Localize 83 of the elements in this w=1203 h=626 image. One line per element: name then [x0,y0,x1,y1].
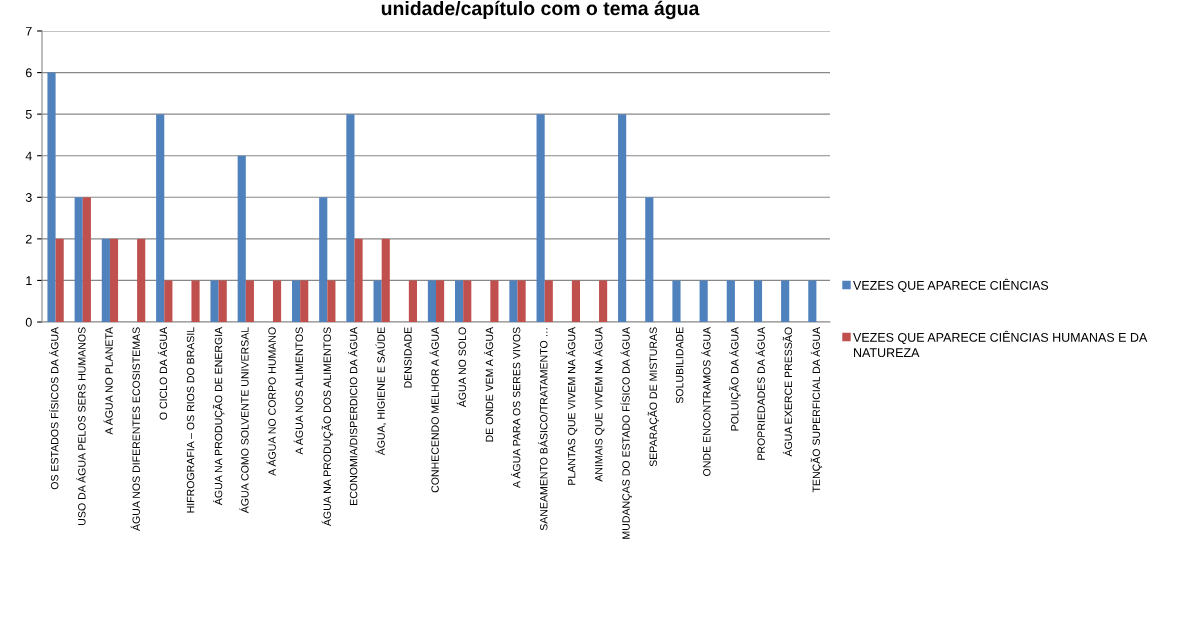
x-tick-label: O CICLO DA ÁGUA [157,326,168,420]
x-tick-label: ÁGUA NO SOLO [456,327,467,408]
x-tick-label: A ÁGUA PARA OS SERES VIVOS [511,327,521,488]
bar [672,280,681,322]
bar [490,280,499,322]
y-tick-label: 5 [25,110,32,119]
bar [74,197,83,322]
bar [381,238,390,322]
bar [544,280,553,322]
bar [436,280,445,322]
bar [463,280,472,322]
bar [618,114,627,322]
legend-label: VEZES QUE APARECE CIÊNCIAS HUMANAS E DA NATUREZA [853,330,1148,358]
x-tick-label: PROPRIEDADES DA ÁGUA [755,326,765,460]
bar [726,280,735,322]
x-tick-label: ÁGUA COMO SOLVENTE UNIVERSAL [239,327,249,514]
x-tick-label: ÁGUA EXERCE PRESSÃO [782,327,793,457]
x-tick-label: OS ESTADOS FÍSICOS DA ÁGUA [49,326,59,490]
x-tick-label: ECONOMIA/DISPERDICIO DA ÁGUA [348,326,358,505]
y-tick-label: 6 [25,68,32,78]
x-tick-label: ÁGUA, HIGIENE E SAÚDE [375,327,387,456]
x-tick-label: HIFROGRAFIA – OS RIOS DO BRASIL [186,327,195,513]
x-tick-label: SOLUBILIDADE [675,327,684,404]
x-tick-label: ANIMAIS QUE VIVEM NA ÁGUA [593,326,605,482]
bar [101,238,110,322]
y-tick-label: 7 [25,26,32,36]
bar [82,197,91,322]
bar [427,280,436,322]
bar [354,238,363,322]
x-tick-label: ÁGUA NOS DIFERENTES ECOSISTEMAS [130,327,140,531]
chart-title: unidade/capítulo com o tema água [381,0,700,20]
bar [781,280,790,322]
x-tick-label: CONHECENDO MELHOR A ÁGUA [429,326,439,493]
bar [408,280,417,322]
x-tick-label: A ÁGUA NO CORPO HUMANO [266,327,276,476]
x-tick-label: DENSIDADE [404,327,412,388]
bar [137,238,146,322]
bar [536,114,545,322]
bar [47,72,56,322]
bar [645,197,654,322]
bar [509,280,518,322]
x-tick-label: PLANTAS QUE VIVEM NA ÁGUA [566,326,578,485]
bar [571,280,581,322]
y-tick-label: 0 [25,317,32,327]
bar [237,155,246,322]
x-tick-label: POLUIÇÃO DA ÁGUA [729,326,741,431]
bar [191,280,200,322]
x-tick-label: A ÁGUA NOS ALIMENTOS [293,327,303,455]
y-tick-label: 2 [25,234,32,244]
y-tick-label: 3 [25,193,32,202]
x-tick-label: MUDANÇAS DO ESTADO FÍSICO DA ÁGUA [620,326,632,539]
bar [327,280,336,322]
bar [699,280,708,322]
bar [300,280,309,322]
bar [808,280,817,322]
x-tick-label: DE ONDE VEM A ÁGUA [483,326,494,442]
x-tick-label: A ÁGUA NO PLANETA [103,326,113,435]
bar [319,197,328,322]
x-tick-label: ÁGUA NA PRODUÇÃO DOS ALIMENTOS [321,327,334,527]
bar [599,280,608,322]
x-tick-label: USO DA ÁGUA PELOS SERS HUMANOS [76,327,86,525]
bar [517,280,526,322]
bar [210,280,219,322]
bar [218,280,227,322]
bar [346,114,355,322]
legend-label: VEZES QUE APARECE CIÊNCIAS [853,278,1049,293]
bar [156,114,165,322]
y-tick-label: 1 [26,276,32,285]
x-tick-label: ONDE ENCONTRAMOS ÁGUA [701,326,711,476]
x-tick-label: SANEAMENTO BÁSICO/TRATAMENTO … [538,328,548,531]
bar [753,280,763,322]
y-tick-label: 4 [25,151,32,161]
bar [164,280,173,322]
x-tick-label: ÁGUA NA PRODUÇÃO DE ENERGIA [212,326,225,506]
bar [55,238,64,322]
bar [245,280,254,322]
bar [272,280,282,322]
bar [109,238,119,322]
bar [455,280,464,322]
x-tick-label: SEPARAÇÃO DE MISTURAS [647,327,660,467]
bar [291,280,301,322]
x-tick-label: TENÇÃO SUPERFICIAL DA ÁGUA [810,326,823,493]
bar [373,280,382,322]
